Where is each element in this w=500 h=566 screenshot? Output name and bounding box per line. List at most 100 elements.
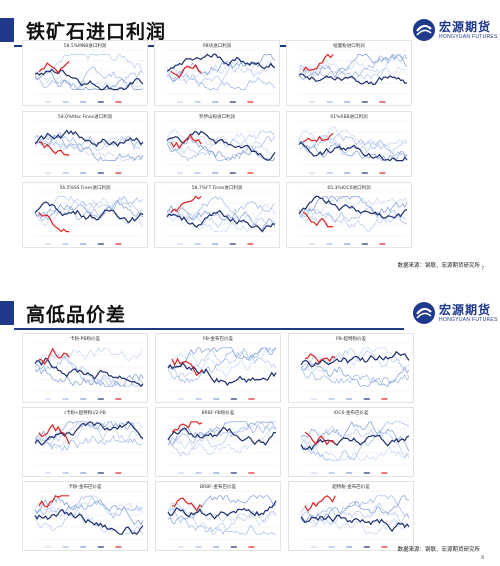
chart-title: 卡粉-金布巴价差: [68, 485, 102, 490]
series-line: [34, 495, 144, 518]
chart-plot: [166, 120, 276, 174]
series-line: [34, 347, 144, 366]
series-line: [300, 421, 410, 461]
chart-title: 58.0%Mac Fines进口利润: [57, 115, 113, 120]
series-line: [167, 495, 277, 525]
series-line-current: [38, 212, 70, 233]
series-line: [167, 361, 277, 387]
chart-title: 超特粉-金布巴价差: [332, 485, 370, 490]
series-line-current: [171, 357, 203, 377]
chart-title: 卡粉-PB粉价差: [70, 337, 100, 342]
logo-text-en: HONGYUAN FUTURES: [439, 317, 498, 323]
series-line: [34, 495, 144, 520]
page-number: 7: [481, 266, 484, 272]
chart-panel: 58.0%Mac Fines进口利润: [22, 111, 148, 177]
series-line: [34, 53, 144, 75]
series-line: [167, 421, 277, 446]
chart-title: PB-金布巴价差: [203, 337, 233, 342]
series-line-current: [38, 141, 70, 156]
series-line: [166, 204, 276, 231]
series-line: [166, 53, 276, 72]
series-line-current: [304, 431, 336, 446]
chart-title: 58.7%FT Fines进口利润: [191, 186, 243, 191]
slide-grade-spreads: 高低品价差 宏源期货 HONGYUAN FUTURES 卡粉-PB粉价差 PB-金…: [0, 283, 500, 566]
chart-plot: [300, 490, 410, 548]
chart-grid: 卡粉-PB粉价差 PB-金布巴价差 PB-超特粉价差 (卡粉+超特粉)/2-PB BRB…: [22, 333, 418, 551]
chart-plot: [34, 342, 144, 400]
series-line: [166, 136, 276, 161]
chart-panel: 超特粉-金布巴价差: [288, 481, 414, 551]
chart-panel: 纽曼粉进口利润: [286, 40, 412, 106]
series-line: [300, 347, 410, 374]
chart-plot: [300, 416, 410, 474]
title-accent-block: [0, 301, 14, 325]
series-line: [34, 201, 144, 224]
series-line: [298, 206, 408, 224]
chart-title: 61%RBB进口利润: [330, 115, 368, 120]
series-line: [166, 129, 276, 159]
page-number: 8: [481, 555, 484, 561]
series-line: [298, 195, 408, 219]
series-line: [167, 502, 277, 535]
series-line: [298, 73, 408, 86]
series-line-current: [302, 53, 334, 72]
series-line-current: [170, 63, 202, 79]
series-line: [298, 210, 408, 233]
chart-plot: [167, 342, 277, 400]
chart-plot: [34, 416, 144, 474]
chart-title: (卡粉+超特粉)/2-PB: [64, 411, 106, 416]
chart-plot: [298, 191, 408, 245]
series-line: [167, 507, 276, 536]
series-line: [300, 439, 410, 461]
series-line-current: [171, 421, 203, 433]
series-line: [34, 508, 144, 536]
chart-plot: [34, 120, 144, 174]
chart-panel: 58.5%MNB进口利润: [22, 40, 148, 106]
series-line-current: [38, 423, 70, 444]
series-line: [166, 212, 276, 229]
series-line: [298, 141, 408, 162]
series-line: [34, 367, 144, 387]
chart-panel: (卡粉+超特粉)/2-PB: [22, 407, 148, 477]
chart-plot: [166, 49, 276, 103]
series-line: [166, 69, 276, 90]
chart-panel: 罗伊山粉进口利润: [154, 111, 280, 177]
series-line: [167, 426, 277, 446]
chart-panel: BRBF-PB粉价差: [155, 407, 281, 477]
series-line: [300, 420, 410, 452]
series-line: [34, 69, 144, 90]
slide-title: 高低品价差: [26, 304, 127, 326]
chart-plot: [34, 490, 144, 548]
chart-title: 罗伊山粉进口利润: [199, 115, 235, 120]
chart-title: 56.5%SS Fines进口利润: [59, 186, 111, 191]
brand-logo: 宏源期货 HONGYUAN FUTURES: [412, 299, 500, 329]
series-line: [300, 425, 410, 459]
chart-panel: 卡粉-PB粉价差: [22, 333, 148, 403]
series-line: [300, 369, 410, 385]
series-line: [167, 347, 277, 370]
series-line: [34, 420, 144, 446]
logo-text-en: HONGYUAN FUTURES: [439, 34, 498, 40]
series-line: [167, 349, 277, 379]
series-line: [300, 348, 410, 378]
series-line: [166, 135, 276, 162]
series-line: [298, 137, 408, 156]
series-line: [34, 434, 144, 452]
series-line-current: [304, 353, 336, 364]
series-line-current: [302, 132, 334, 143]
chart-title: 58.5%MNB进口利润: [63, 44, 107, 49]
series-line: [34, 356, 144, 387]
title-underline: [14, 328, 404, 330]
series-line: [300, 513, 410, 535]
series-line: [167, 503, 277, 526]
series-line: [298, 196, 408, 217]
series-line: [167, 500, 277, 520]
series-line-current: [302, 211, 334, 228]
series-line: [34, 68, 144, 91]
slide-iron-ore-import-profit: 铁矿石进口利润 宏源期货 HONGYUAN FUTURES 58.5%MNB进口…: [0, 0, 500, 283]
logo-text-cn: 宏源期货: [439, 303, 492, 317]
series-line-current: [170, 133, 202, 150]
chart-panel: BRBF-金布巴价差: [155, 481, 281, 551]
logo-text-cn: 宏源期货: [439, 20, 492, 34]
chart-title: BRBF-PB粉价差: [201, 411, 235, 416]
